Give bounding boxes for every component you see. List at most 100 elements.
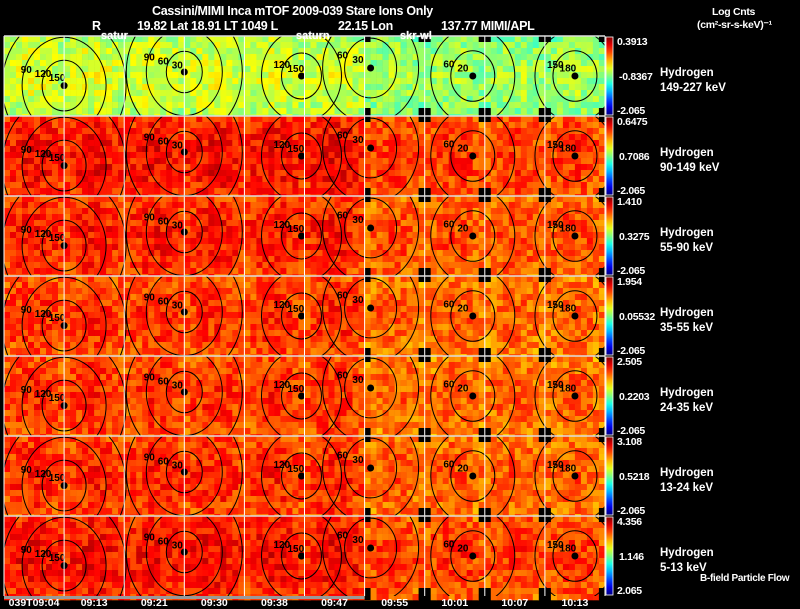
heatmap-panel	[424, 356, 491, 441]
contour-line	[4, 116, 127, 196]
contour-line	[534, 516, 605, 596]
contour-label: 60	[443, 540, 455, 551]
contour-label: 60	[158, 56, 170, 67]
colorbar	[605, 276, 614, 356]
heatmap-panel	[124, 196, 191, 281]
ephemeris-line: 19.82 Lat 18.91 LT 1049 L	[137, 19, 278, 33]
contour-label: 150	[547, 380, 564, 391]
contour-label: 150	[49, 473, 66, 484]
contour-line	[534, 116, 605, 196]
colorbar-mid-value: 0.3275	[619, 231, 650, 243]
contour-line	[534, 436, 605, 516]
look-direction-marker	[469, 392, 477, 400]
contour-line	[280, 452, 322, 500]
contour-line	[125, 436, 243, 516]
contour-label: 20	[457, 544, 469, 555]
contour-label: 30	[352, 535, 364, 546]
row-energy-label: 35-55 keV	[660, 322, 714, 334]
contour-label: 60	[337, 130, 349, 141]
contour-line	[344, 357, 398, 419]
contour-label: 150	[287, 224, 304, 235]
contour-label: 30	[172, 60, 184, 71]
row-energy-label: 149-227 keV	[660, 82, 726, 94]
contour-line	[280, 132, 322, 180]
look-direction-marker	[297, 152, 305, 160]
contour-label: 90	[144, 212, 156, 223]
contour-line	[125, 36, 243, 116]
contour-label: 30	[172, 220, 184, 231]
heatmap-panel	[64, 356, 131, 441]
look-direction-marker	[367, 384, 375, 392]
contour-line	[322, 276, 420, 356]
overlay-label-skr-wl: skr-wl	[400, 30, 432, 42]
row-energy-label: 13-24 keV	[660, 482, 714, 494]
heatmap-panel	[544, 276, 612, 361]
contour-label: 60	[158, 296, 170, 307]
x-tick-label: 09:30	[200, 597, 228, 609]
look-direction-marker	[297, 72, 305, 80]
heatmap-panel	[424, 516, 491, 601]
contour-line	[430, 196, 516, 276]
contour-label: 150	[547, 220, 564, 231]
look-direction-marker	[571, 552, 579, 560]
contour-label: 30	[352, 295, 364, 306]
contour-line	[261, 356, 342, 436]
colorbar-mid-value: 0.05532	[619, 311, 655, 323]
look-direction-marker	[367, 304, 375, 312]
look-direction-marker	[571, 232, 579, 240]
contour-label: 150	[49, 73, 66, 84]
contour-label: 90	[21, 305, 33, 316]
contour-label: 150	[49, 393, 66, 404]
apl-line: 137.77 MIMI/APL	[441, 19, 535, 33]
contour-label: 60	[158, 456, 170, 467]
contour-line	[344, 517, 398, 579]
contour-label: 150	[287, 304, 304, 315]
look-direction-marker	[469, 72, 477, 80]
contour-line	[261, 436, 342, 516]
heatmap-panel	[64, 516, 131, 601]
heatmap-panel	[124, 36, 191, 121]
contour-line	[534, 36, 605, 116]
heatmap-panel	[64, 436, 131, 521]
contour-line	[430, 516, 516, 596]
contour-label: 180	[560, 224, 577, 235]
contour-line	[125, 276, 243, 356]
contour-label: 120	[273, 460, 290, 471]
contour-line	[280, 52, 322, 100]
colorbar-min-value: -2.065	[617, 265, 645, 277]
heatmap-panel	[4, 516, 71, 601]
look-direction-marker	[469, 152, 477, 160]
contour-label: 60	[158, 536, 170, 547]
x-tick-label: 09:47	[321, 597, 348, 609]
colorbar	[605, 116, 614, 196]
contour-label: 60	[337, 210, 349, 221]
contour-line	[125, 116, 243, 196]
contour-line	[344, 37, 398, 99]
contour-line	[4, 356, 127, 436]
contour-line	[552, 50, 598, 102]
contour-label: 180	[560, 464, 577, 475]
contour-label: 60	[337, 530, 349, 541]
colorbar-max-value: 0.3913	[617, 36, 648, 48]
contour-line	[261, 516, 342, 596]
contour-label: 150	[287, 464, 304, 475]
colorbar-max-value: 4.356	[617, 516, 642, 528]
x-tick-label: 039T09:04	[8, 597, 60, 609]
r-label: R	[92, 19, 101, 33]
contour-line	[261, 36, 342, 116]
contour-label: 150	[287, 144, 304, 155]
row-species-label: Hydrogen	[660, 307, 714, 319]
contour-label: 150	[547, 540, 564, 551]
contour-line	[552, 370, 598, 422]
units-line-1: Log Cnts	[712, 6, 756, 18]
contour-label: 60	[443, 300, 455, 311]
heatmap-panel	[424, 436, 491, 521]
contour-label: 60	[337, 370, 349, 381]
x-tick-label: 10:07	[501, 597, 529, 609]
heatmap-panel	[124, 516, 191, 601]
contour-line	[125, 196, 243, 276]
row-energy-label: 90-149 keV	[660, 162, 720, 174]
contour-label: 120	[273, 60, 290, 71]
